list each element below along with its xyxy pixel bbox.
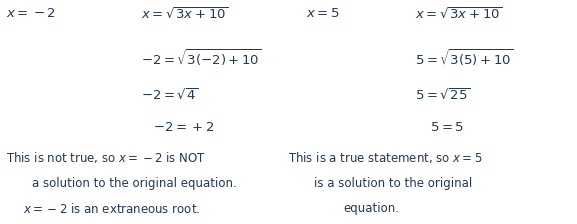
Text: So, the final answer is  $x = 5$: So, the final answer is $x = 5$ xyxy=(205,222,372,224)
Text: $5 = 5$: $5 = 5$ xyxy=(430,121,464,134)
Text: This is not true, so $x = -2$ is NOT: This is not true, so $x = -2$ is NOT xyxy=(6,150,205,165)
Text: $5 = \sqrt{3(5)+10}$: $5 = \sqrt{3(5)+10}$ xyxy=(415,47,514,68)
Text: $-2 = \sqrt{4}$: $-2 = \sqrt{4}$ xyxy=(141,87,199,103)
Text: $x = \sqrt{3x+10}$: $x = \sqrt{3x+10}$ xyxy=(415,7,503,22)
Text: $-2 = \sqrt{3(-2)+10}$: $-2 = \sqrt{3(-2)+10}$ xyxy=(141,47,263,68)
Text: equation.: equation. xyxy=(343,202,399,215)
Text: $x = -2$ is an extraneous root.: $x = -2$ is an extraneous root. xyxy=(23,202,200,215)
Text: $5 = \sqrt{25}$: $5 = \sqrt{25}$ xyxy=(415,87,471,103)
Text: $x = -2$: $x = -2$ xyxy=(6,7,55,20)
Text: is a solution to the original: is a solution to the original xyxy=(314,177,473,190)
Text: This is a true statement, so $x = 5$: This is a true statement, so $x = 5$ xyxy=(288,150,483,165)
Text: $x = 5$: $x = 5$ xyxy=(306,7,340,20)
Text: a solution to the original equation.: a solution to the original equation. xyxy=(32,177,237,190)
Text: $x = \sqrt{3x+10}$: $x = \sqrt{3x+10}$ xyxy=(141,7,229,22)
Text: $-2 = +2$: $-2 = +2$ xyxy=(153,121,214,134)
